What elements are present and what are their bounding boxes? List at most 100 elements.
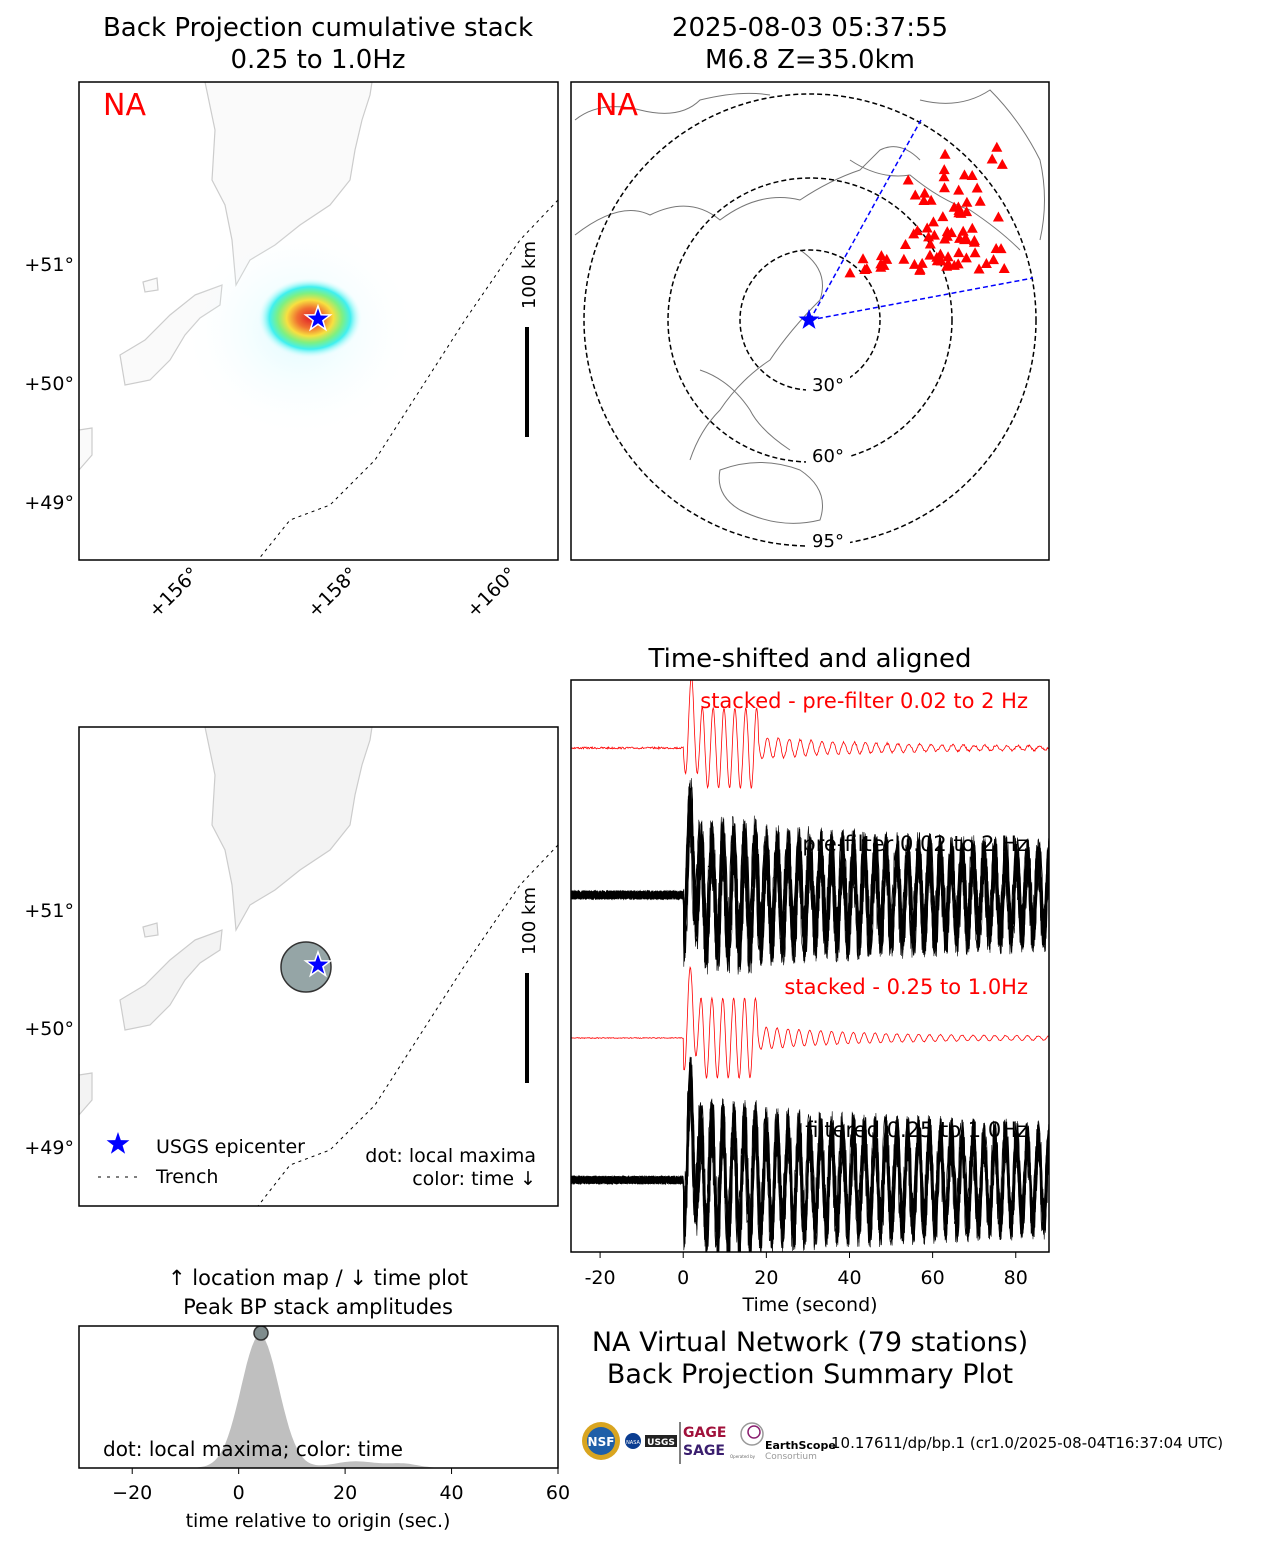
trace-label: stacked - 0.25 to 1.0Hz bbox=[784, 975, 1028, 999]
svg-text:Consortium: Consortium bbox=[765, 1452, 817, 1462]
usgs-logo bbox=[645, 1435, 677, 1447]
lat-tick: +50° bbox=[24, 1018, 74, 1040]
station-marker bbox=[916, 257, 928, 268]
station-marker bbox=[857, 253, 869, 264]
legend-epicenter: USGS epicenter bbox=[156, 1136, 305, 1158]
trace-label: stacked - pre-filter 0.02 to 2 Hz bbox=[700, 689, 1028, 713]
coastline bbox=[919, 89, 1045, 241]
ring-label: 60° bbox=[812, 446, 844, 467]
event-magnitude: M6.8 Z=35.0km bbox=[705, 45, 915, 75]
waveform-plot bbox=[571, 680, 1049, 1252]
station-marker bbox=[958, 169, 970, 180]
station-marker bbox=[986, 153, 998, 164]
x-tick-label: 20 bbox=[754, 1267, 778, 1289]
station-marker bbox=[908, 258, 920, 269]
x-axis: −20 0 20 40 60 bbox=[112, 1468, 570, 1504]
landmass bbox=[142, 922, 159, 938]
x-tick-label: 60 bbox=[546, 1482, 570, 1504]
lat-tick: +51° bbox=[24, 254, 74, 276]
trace-label: pre-filter 0.02 to 2 Hz bbox=[802, 832, 1028, 856]
maxima-map: 100 km USGS epicenter Trench dot: local … bbox=[79, 727, 558, 1206]
station-trace-prefilter bbox=[571, 790, 1049, 968]
station-marker bbox=[924, 249, 936, 260]
sage-logo: SAGE bbox=[683, 1443, 725, 1459]
trench-line bbox=[257, 199, 558, 560]
lat-tick: +50° bbox=[24, 373, 74, 395]
ring-label: 30° bbox=[812, 375, 844, 396]
station-marker bbox=[918, 195, 930, 206]
station-marker bbox=[992, 211, 1004, 222]
x-tick-label: 40 bbox=[837, 1267, 861, 1289]
x-tick-label: -20 bbox=[585, 1267, 616, 1289]
station-marker bbox=[957, 225, 969, 236]
station-marker bbox=[925, 194, 937, 205]
station-marker bbox=[931, 255, 943, 266]
azimuth-line bbox=[809, 277, 1034, 321]
peak-dot bbox=[253, 1326, 269, 1341]
ring-60 bbox=[667, 177, 953, 463]
ring-30 bbox=[739, 249, 881, 391]
station-marker bbox=[968, 234, 980, 245]
trench-line bbox=[257, 844, 558, 1206]
svg-text:Operated by: Operated by bbox=[730, 1454, 756, 1459]
station-marker bbox=[914, 264, 926, 275]
epicenter-star bbox=[303, 949, 333, 978]
station-marker bbox=[899, 239, 911, 250]
station-marker bbox=[902, 174, 914, 185]
station-marker bbox=[966, 169, 978, 180]
station-marker bbox=[939, 182, 951, 193]
station-marker bbox=[952, 201, 964, 212]
station-marker bbox=[953, 207, 965, 218]
x-tick-label: 60 bbox=[921, 1267, 945, 1289]
station-marker bbox=[960, 252, 972, 263]
stacked-filtered-trace bbox=[571, 966, 1049, 1080]
x-axis-label: Time (second) bbox=[741, 1294, 877, 1316]
world-coastline bbox=[574, 89, 1045, 524]
epicenter-star bbox=[798, 309, 820, 329]
azimuth-line bbox=[809, 119, 922, 321]
peak-amplitude-plot: dot: local maxima; color: time bbox=[79, 1326, 558, 1468]
timeplot-title-2: Peak BP stack amplitudes bbox=[183, 1295, 453, 1319]
lon-tick: +156° bbox=[144, 563, 203, 622]
summary-title-1: NA Virtual Network (79 stations) bbox=[592, 1327, 1028, 1358]
landmass bbox=[79, 427, 93, 471]
svg-text:NSF: NSF bbox=[588, 1435, 615, 1449]
station-map: 30° 60° 95° bbox=[574, 89, 1045, 552]
station-trace-prefilter bbox=[571, 798, 1049, 966]
bp-title-2: 0.25 to 1.0Hz bbox=[230, 45, 405, 75]
coastline bbox=[849, 159, 1021, 251]
station-marker bbox=[966, 222, 978, 233]
bp-map: 100 km bbox=[79, 82, 558, 560]
lat-tick: +49° bbox=[24, 492, 74, 514]
x-tick-label: −20 bbox=[112, 1482, 152, 1504]
epicenter-star bbox=[303, 303, 333, 332]
doi-citation: 10.17611/dp/bp.1 (cr1.0/2025-08-04T16:37… bbox=[831, 1434, 1223, 1452]
legend-trench: Trench bbox=[155, 1166, 218, 1188]
station-marker bbox=[969, 247, 981, 258]
station-marker bbox=[875, 258, 887, 269]
station-marker bbox=[980, 258, 992, 269]
annotation: color: time ↓ bbox=[412, 1168, 536, 1190]
annotation: dot: local maxima bbox=[365, 1145, 536, 1167]
station-marker bbox=[875, 250, 887, 261]
x-axis: -20 0 20 40 60 80 bbox=[585, 1252, 1028, 1289]
station-marker bbox=[954, 232, 966, 243]
station-marker bbox=[953, 184, 965, 195]
station-marker bbox=[909, 189, 921, 200]
summary-title-2: Back Projection Summary Plot bbox=[607, 1359, 1013, 1390]
x-tick-label: 20 bbox=[333, 1482, 357, 1504]
svg-text:USGS: USGS bbox=[647, 1438, 675, 1448]
nasa-logo bbox=[625, 1433, 641, 1449]
scale-bar-label: 100 km bbox=[519, 887, 540, 955]
station-marker bbox=[996, 158, 1008, 169]
station-marker bbox=[941, 260, 953, 271]
station-marker bbox=[971, 182, 983, 193]
station-trace-prefilter bbox=[571, 786, 1049, 971]
logos: NSF NASA USGS GAGE SAGE Operated by Eart… bbox=[582, 1422, 836, 1464]
station-marker bbox=[844, 267, 856, 278]
station-marker bbox=[998, 263, 1010, 274]
station-marker bbox=[948, 259, 960, 270]
scale-bar-label: 100 km bbox=[519, 241, 540, 309]
station-marker bbox=[928, 229, 940, 240]
earthscope-logo bbox=[740, 1422, 764, 1446]
